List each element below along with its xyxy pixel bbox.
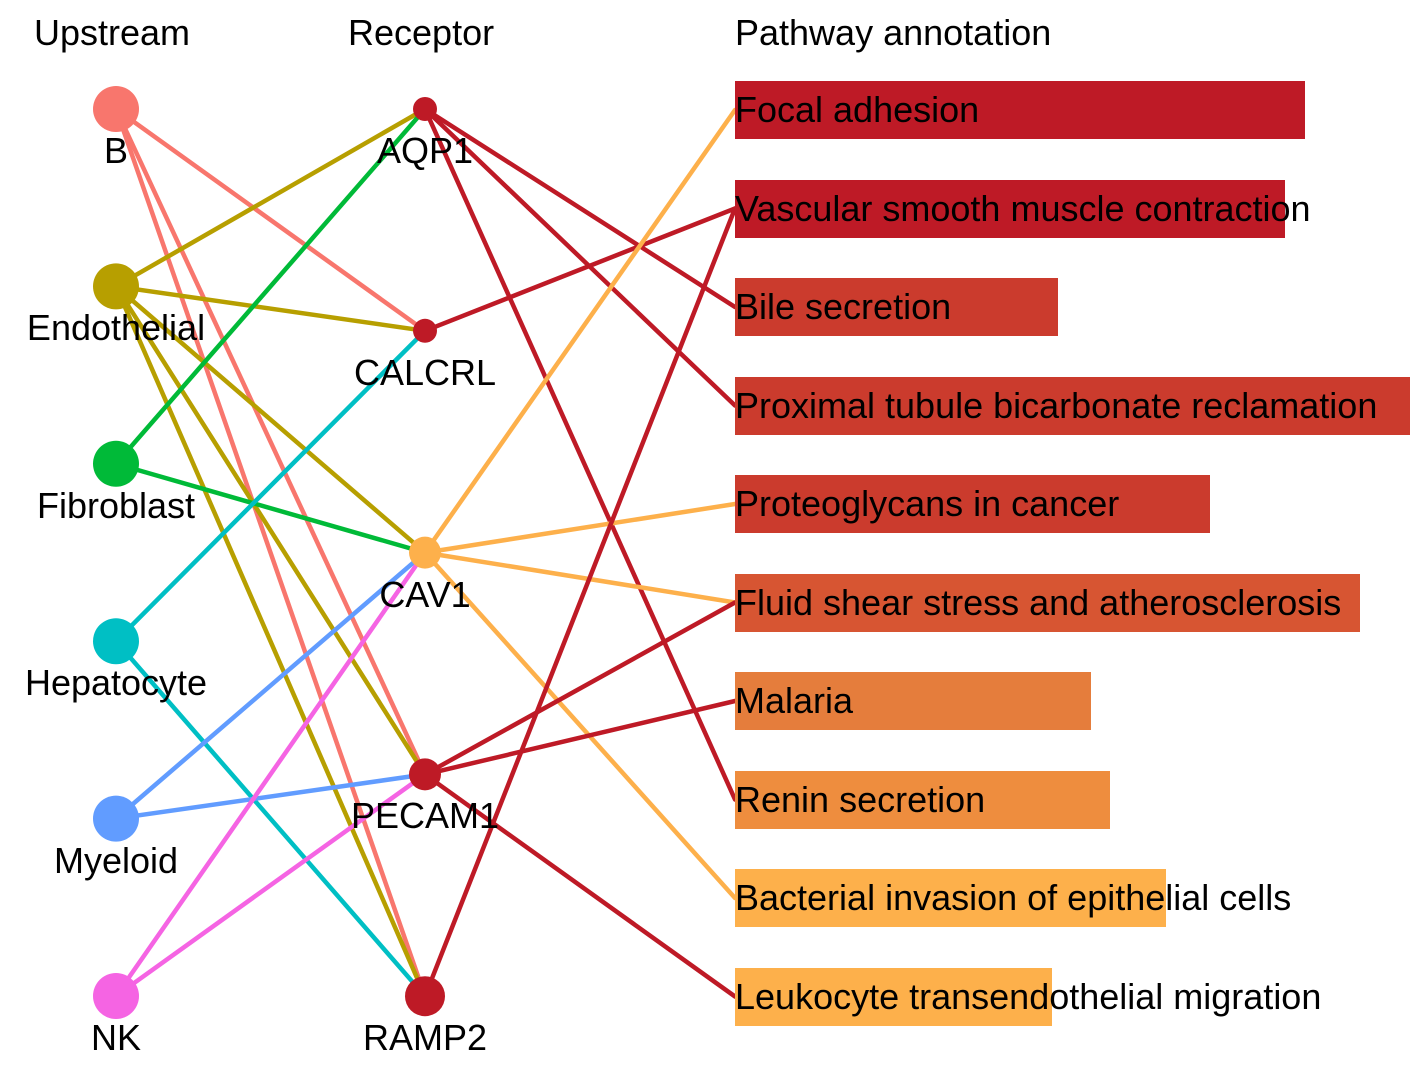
- link-nk-pecam1: [113, 772, 428, 999]
- upstream-label-hepatocyte: Hepatocyte: [24, 662, 208, 704]
- link-fibroblast-cav1: [113, 461, 428, 555]
- link-aqp1-bile-secretion: [422, 106, 738, 310]
- link-endothelial-calcrl: [113, 284, 428, 334]
- pathway-label-leukocyte-transendothelial-migration: Leukocyte transendothelial migration: [735, 975, 1322, 1017]
- link-b-pecam1: [113, 106, 428, 777]
- pathway-bar-focal-adhesion: [735, 81, 1305, 139]
- link-pecam1-fluid-shear-stress-and-atherosclerosis: [422, 600, 738, 777]
- upstream-node-nk: [93, 973, 139, 1019]
- receptor-node-aqp1: [413, 97, 437, 121]
- receptor-node-cav1: [409, 536, 441, 569]
- pathway-label-malaria: Malaria: [735, 680, 854, 721]
- upstream-node-myeloid: [93, 795, 139, 842]
- pathway-bar-proteoglycans-in-cancer: [735, 475, 1210, 533]
- link-endothelial-aqp1: [113, 106, 428, 289]
- link-cav1-fluid-shear-stress-and-atherosclerosis: [422, 550, 738, 605]
- link-nk-cav1: [113, 550, 428, 999]
- link-myeloid-pecam1: [113, 772, 428, 821]
- pathway-label-proximal-tubule-bicarbonate-reclamation: Proximal tubule bicarbonate reclamation: [735, 384, 1378, 426]
- link-cav1-focal-adhesion: [422, 107, 738, 555]
- receptor-node-pecam1: [409, 758, 441, 791]
- receptor-header: Receptor: [348, 12, 495, 53]
- link-pecam1-leukocyte-transendothelial-migration: [422, 772, 738, 999]
- link-aqp1-renin-secretion: [422, 106, 738, 802]
- upstream-label-nk: NK: [90, 1017, 142, 1058]
- pathway-bar-vascular-smooth-muscle-contraction: [735, 179, 1285, 238]
- upstream-label-endothelial: Endothelial: [26, 307, 206, 349]
- link-b-calcrl: [113, 106, 428, 334]
- pathway-bar-malaria: [735, 672, 1091, 730]
- upstream-node-fibroblast: [93, 440, 139, 487]
- link-aqp1-proximal-tubule-bicarbonate-reclamation: [422, 106, 738, 408]
- upstream-label-myeloid: Myeloid: [53, 839, 179, 881]
- link-fibroblast-aqp1: [113, 106, 428, 467]
- pathway-bar-bile-secretion: [735, 278, 1058, 336]
- link-ramp2-vascular-smooth-muscle-contraction: [422, 206, 738, 999]
- receptor-label-pecam1: PECAM1: [350, 795, 500, 837]
- upstream-label-b: B: [103, 130, 129, 171]
- pathway-label-fluid-shear-stress-and-atherosclerosis: Fluid shear stress and atherosclerosis: [735, 581, 1342, 623]
- pathway-label-vascular-smooth-muscle-contraction: Vascular smooth muscle contraction: [735, 187, 1311, 229]
- receptor-node-ramp2: [405, 976, 445, 1017]
- pathway-bar-leukocyte-transendothelial-migration: [735, 967, 1052, 1026]
- pathway-bar-bacterial-invasion-of-epithelial-cells: [735, 869, 1166, 927]
- pathway-bar-fluid-shear-stress-and-atherosclerosis: [735, 573, 1360, 632]
- link-hepatocyte-ramp2: [113, 638, 428, 999]
- pathway-label-bacterial-invasion-of-epithelial-cells: Bacterial invasion of epithelial cells: [735, 877, 1292, 918]
- link-endothelial-ramp2: [113, 284, 428, 999]
- upstream-node-endothelial: [93, 263, 139, 310]
- receptor-label-cav1: CAV1: [379, 573, 471, 615]
- pathway-bar-renin-secretion: [735, 770, 1110, 829]
- receptor-node-calcrl: [413, 318, 437, 343]
- receptor-label-calcrl: CALCRL: [353, 351, 497, 393]
- link-pecam1-malaria: [422, 698, 738, 777]
- pathway-label-bile-secretion: Bile secretion: [735, 286, 952, 327]
- pathway-label-proteoglycans-in-cancer: Proteoglycans in cancer: [735, 483, 1120, 524]
- link-myeloid-cav1: [113, 550, 428, 821]
- link-cav1-proteoglycans-in-cancer: [422, 501, 738, 555]
- link-cav1-bacterial-invasion-of-epithelial-cells: [422, 550, 738, 901]
- link-hepatocyte-calcrl: [113, 328, 428, 644]
- upstream-node-hepatocyte: [93, 618, 139, 665]
- link-endothelial-cav1: [113, 284, 428, 555]
- link-calcrl-vascular-smooth-muscle-contraction: [422, 206, 738, 334]
- receptor-label-aqp1: AQP1: [376, 130, 474, 171]
- upstream-label-fibroblast: Fibroblast: [36, 484, 196, 526]
- pathway-header: Pathway annotation: [735, 12, 1052, 53]
- link-endothelial-pecam1: [113, 284, 428, 777]
- upstream-node-b: [93, 86, 139, 132]
- pathway-label-renin-secretion: Renin secretion: [735, 778, 986, 820]
- pathway-label-focal-adhesion: Focal adhesion: [735, 89, 980, 130]
- upstream-header: Upstream: [34, 12, 191, 53]
- pathway-bar-proximal-tubule-bicarbonate-reclamation: [735, 376, 1410, 435]
- receptor-label-ramp2: RAMP2: [362, 1017, 488, 1059]
